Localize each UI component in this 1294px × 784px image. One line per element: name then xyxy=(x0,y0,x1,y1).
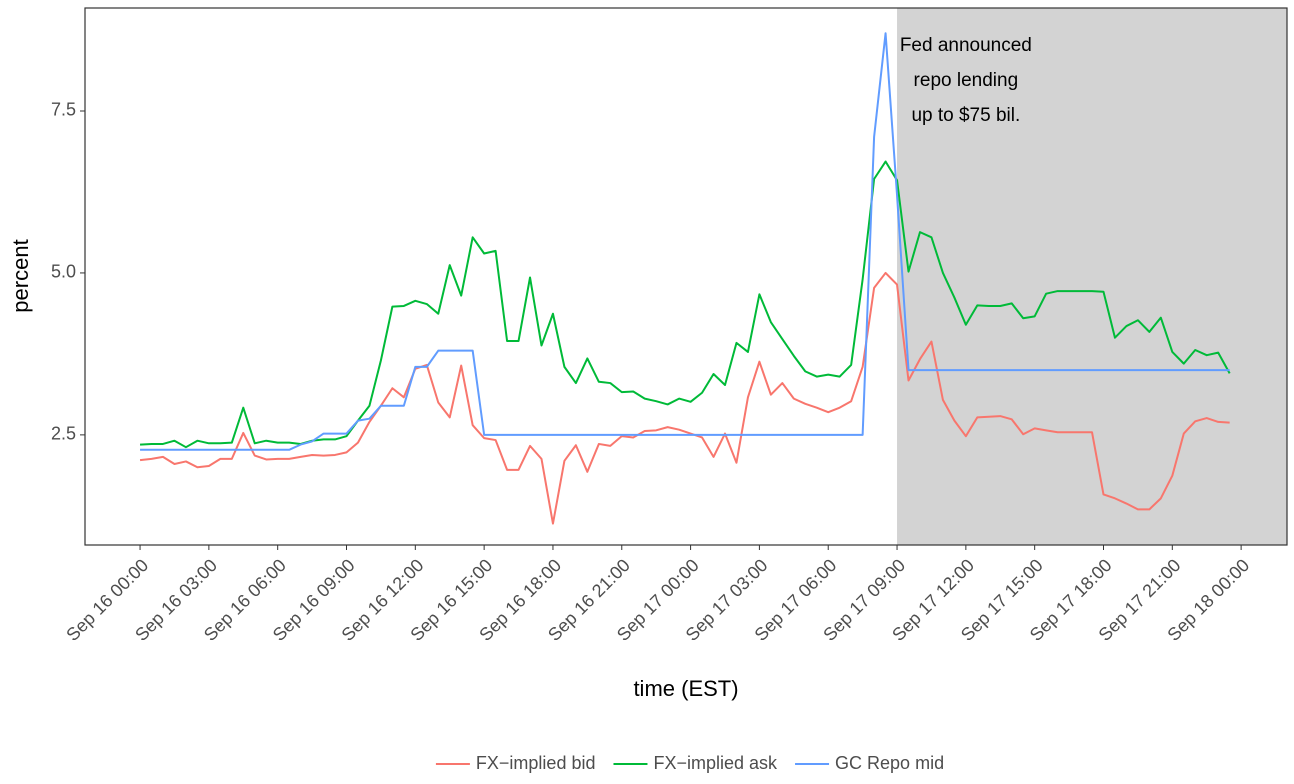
series-line xyxy=(140,32,1230,451)
series-line xyxy=(139,160,1231,449)
shaded-region xyxy=(897,8,1287,545)
panel-border xyxy=(84,7,1288,546)
legend-label: GC Repo mid xyxy=(835,753,944,773)
y-tick-label: 7.5 xyxy=(51,100,76,120)
y-axis-title: percent xyxy=(8,239,33,312)
legend-label: FX−implied ask xyxy=(653,753,778,773)
y-tick-label: 2.5 xyxy=(51,424,76,444)
annotation: Fed announced xyxy=(900,35,1032,56)
y-tick-label: 5.0 xyxy=(51,262,76,282)
legend: FX−implied bid FX−implied ask GC Repo mid xyxy=(435,753,944,773)
x-axis-title: time (EST) xyxy=(633,676,738,701)
series-line xyxy=(139,271,1230,525)
annotation: repo lending xyxy=(914,70,1019,91)
annotation: up to $75 bil. xyxy=(911,105,1020,126)
legend-label: FX−implied bid xyxy=(476,753,596,773)
